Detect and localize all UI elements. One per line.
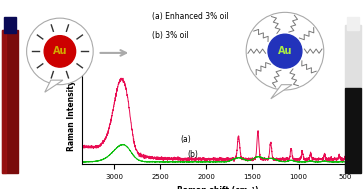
Text: (a) Enhanced 3% oil: (a) Enhanced 3% oil [152,12,229,21]
Text: Au: Au [53,46,67,56]
Circle shape [26,18,93,85]
Bar [346,25,360,88]
Circle shape [246,12,324,90]
Bar [346,88,360,173]
Bar [4,17,16,33]
Circle shape [268,34,302,68]
Text: Au: Au [278,46,292,56]
Text: (b) 3% oil: (b) 3% oil [152,31,189,40]
Polygon shape [45,80,63,92]
Circle shape [44,36,76,67]
X-axis label: Raman shift (cm⁻¹): Raman shift (cm⁻¹) [177,186,258,189]
Bar [3,30,7,173]
Bar [3,30,17,173]
Text: (a): (a) [180,135,191,144]
Y-axis label: Raman Intensity: Raman Intensity [67,80,76,151]
Bar [347,17,359,30]
Text: (b): (b) [188,150,199,159]
Polygon shape [271,85,292,99]
